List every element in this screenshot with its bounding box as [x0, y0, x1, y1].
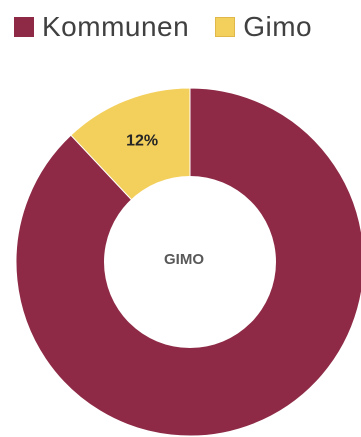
center-label: GIMO: [164, 251, 204, 268]
legend-label-kommunen: Kommunen: [42, 11, 190, 42]
legend-item-kommunen: Kommunen: [14, 11, 189, 43]
legend-item-gimo: Gimo: [215, 11, 312, 43]
legend-swatch-kommunen: [14, 17, 34, 37]
legend-swatch-gimo: [215, 17, 236, 37]
chart-legend: Kommunen Gimo: [14, 8, 338, 46]
slice-labels: 12%: [126, 132, 158, 149]
donut-hole: [104, 176, 276, 348]
legend-label-gimo: Gimo: [243, 11, 313, 42]
slice-label-gimo: 12%: [126, 132, 158, 149]
